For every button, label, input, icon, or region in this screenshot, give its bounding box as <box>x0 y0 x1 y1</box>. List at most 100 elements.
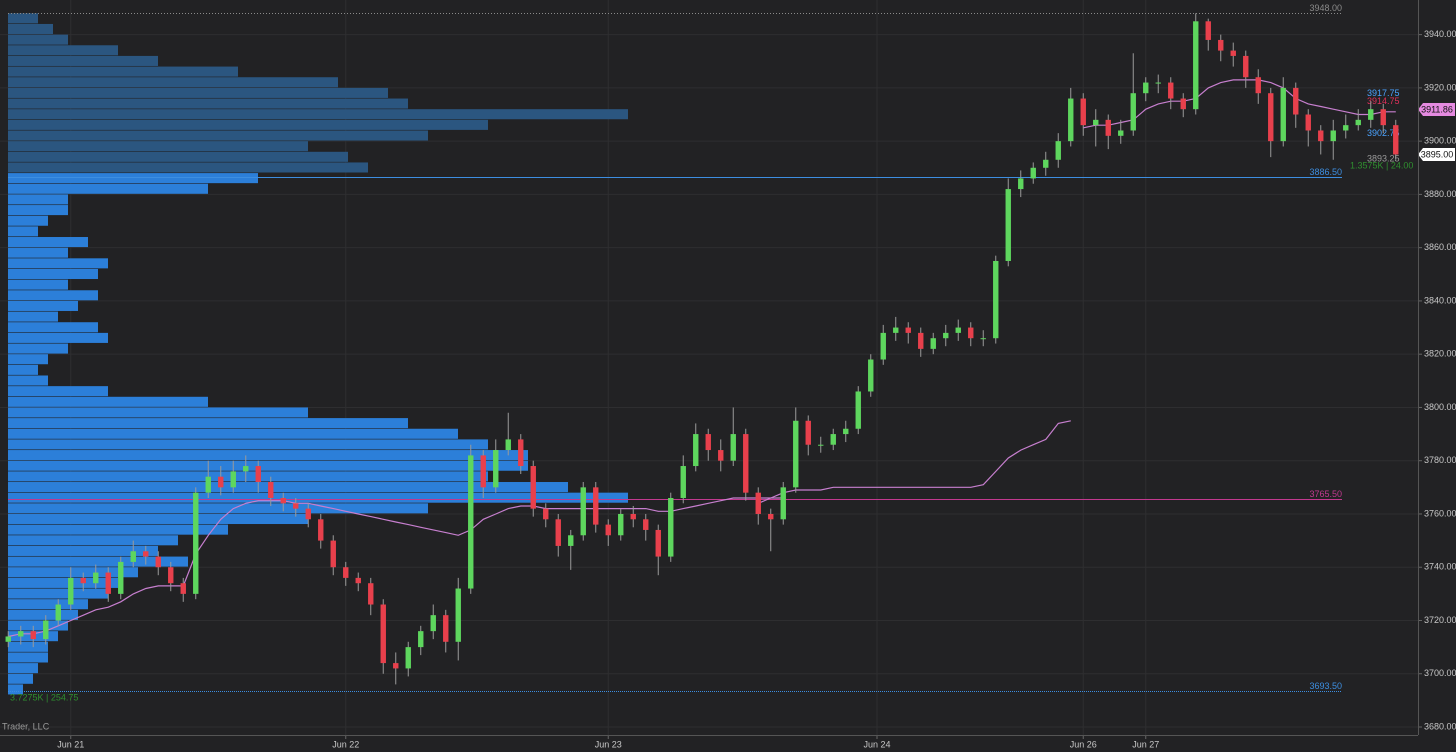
candle-body <box>1218 39 1224 51</box>
profile-bar <box>8 109 628 120</box>
profile-bar <box>8 567 138 578</box>
profile-bar <box>8 23 53 35</box>
candle-body <box>818 444 824 446</box>
candle-body <box>755 492 761 514</box>
profile-bar <box>8 418 408 429</box>
level-label: 3693.50 <box>1309 681 1342 691</box>
y-tick-label: 3720.00 <box>1424 615 1456 625</box>
candle-body <box>930 338 936 349</box>
candle-body <box>555 519 561 546</box>
candle-body <box>80 577 86 584</box>
profile-bar <box>8 141 308 152</box>
candle-body <box>193 492 199 594</box>
candle-body <box>1193 21 1199 110</box>
x-tick-label: Jun 24 <box>863 739 890 749</box>
candle-body <box>268 482 274 498</box>
candle-body <box>1005 189 1011 261</box>
x-tick-label: Jun 21 <box>57 739 84 749</box>
profile-bar <box>8 45 118 56</box>
candle-body <box>955 327 961 333</box>
y-tick-label: 3820.00 <box>1424 349 1456 359</box>
level-label: 3893.25 <box>1367 153 1400 163</box>
candle-body <box>880 332 886 360</box>
candle-body <box>943 332 949 339</box>
profile-bar <box>8 13 38 24</box>
candle-body <box>1080 98 1086 126</box>
profile-bar <box>8 300 78 311</box>
candle-body <box>1205 21 1211 40</box>
candle-body <box>393 663 399 669</box>
candle-body <box>443 615 449 642</box>
candle-body <box>868 359 874 392</box>
candle-body <box>843 428 849 435</box>
candle-body <box>368 583 374 605</box>
profile-bar <box>8 482 568 493</box>
y-tick-label: 3880.00 <box>1424 189 1456 199</box>
candle-body <box>718 450 724 461</box>
profile-bar <box>8 268 98 280</box>
profile-bar <box>8 577 118 588</box>
candle-body <box>605 524 611 536</box>
profile-bar <box>8 535 178 546</box>
candle-body <box>518 439 524 467</box>
y-tick-label: 3800.00 <box>1424 402 1456 412</box>
profile-bar <box>8 77 338 88</box>
profile-bar <box>8 609 78 620</box>
candle-body <box>1330 130 1336 142</box>
candle-body <box>1255 77 1261 94</box>
annotation: 3.7275K | 254.75 <box>10 692 78 702</box>
candle-body <box>243 466 249 472</box>
profile-bar <box>8 599 88 610</box>
candle-body <box>255 466 261 483</box>
profile-bar <box>8 407 308 418</box>
profile-bar <box>8 130 428 141</box>
candle-body <box>655 529 661 557</box>
profile-bar <box>8 98 408 109</box>
x-tick-label: Jun 26 <box>1070 739 1097 749</box>
candle-body <box>468 455 474 589</box>
profile-bar <box>8 620 68 631</box>
y-tick-label: 3780.00 <box>1424 455 1456 465</box>
candle-body <box>705 434 711 451</box>
candle-body <box>305 508 311 520</box>
candle-body <box>668 497 674 557</box>
level-label: 3886.50 <box>1309 167 1342 177</box>
candle-body <box>893 327 899 333</box>
candle-body <box>505 439 511 451</box>
candle-body <box>330 540 336 568</box>
candle-body <box>1343 125 1349 131</box>
profile-bar <box>8 588 108 599</box>
candle-body <box>1293 87 1299 115</box>
y-tick-label: 3920.00 <box>1424 82 1456 92</box>
candle-body <box>568 535 574 546</box>
profile-bar <box>8 503 428 514</box>
candle-body <box>968 327 974 339</box>
candle-body <box>1168 82 1174 99</box>
candle-body <box>768 513 774 520</box>
candle-body <box>1093 119 1099 126</box>
y-tick-label: 3760.00 <box>1424 508 1456 518</box>
profile-bar <box>8 652 48 663</box>
y-tick-label: 3900.00 <box>1424 136 1456 146</box>
profile-bar <box>8 322 98 333</box>
profile-bar <box>8 375 48 386</box>
candle-body <box>18 631 24 637</box>
candle-body <box>1143 82 1149 94</box>
profile-bar <box>8 471 488 482</box>
profile-bar <box>8 215 48 226</box>
candle-body <box>1068 98 1074 142</box>
level-label: 3948.00 <box>1309 3 1342 13</box>
level-label: 3917.75 <box>1367 88 1400 98</box>
x-tick-label: Jun 22 <box>332 739 359 749</box>
y-tick-label: 3680.00 <box>1424 721 1456 731</box>
candle-body <box>293 503 299 509</box>
price-marker <box>1418 147 1455 161</box>
profile-bar <box>8 290 98 301</box>
candle-body <box>1243 55 1249 78</box>
y-tick-label: 3740.00 <box>1424 562 1456 572</box>
profile-bar <box>8 460 528 471</box>
candle-body <box>68 577 74 605</box>
candle-body <box>1030 167 1036 179</box>
candle-body <box>805 420 811 445</box>
candle-body <box>593 487 599 525</box>
